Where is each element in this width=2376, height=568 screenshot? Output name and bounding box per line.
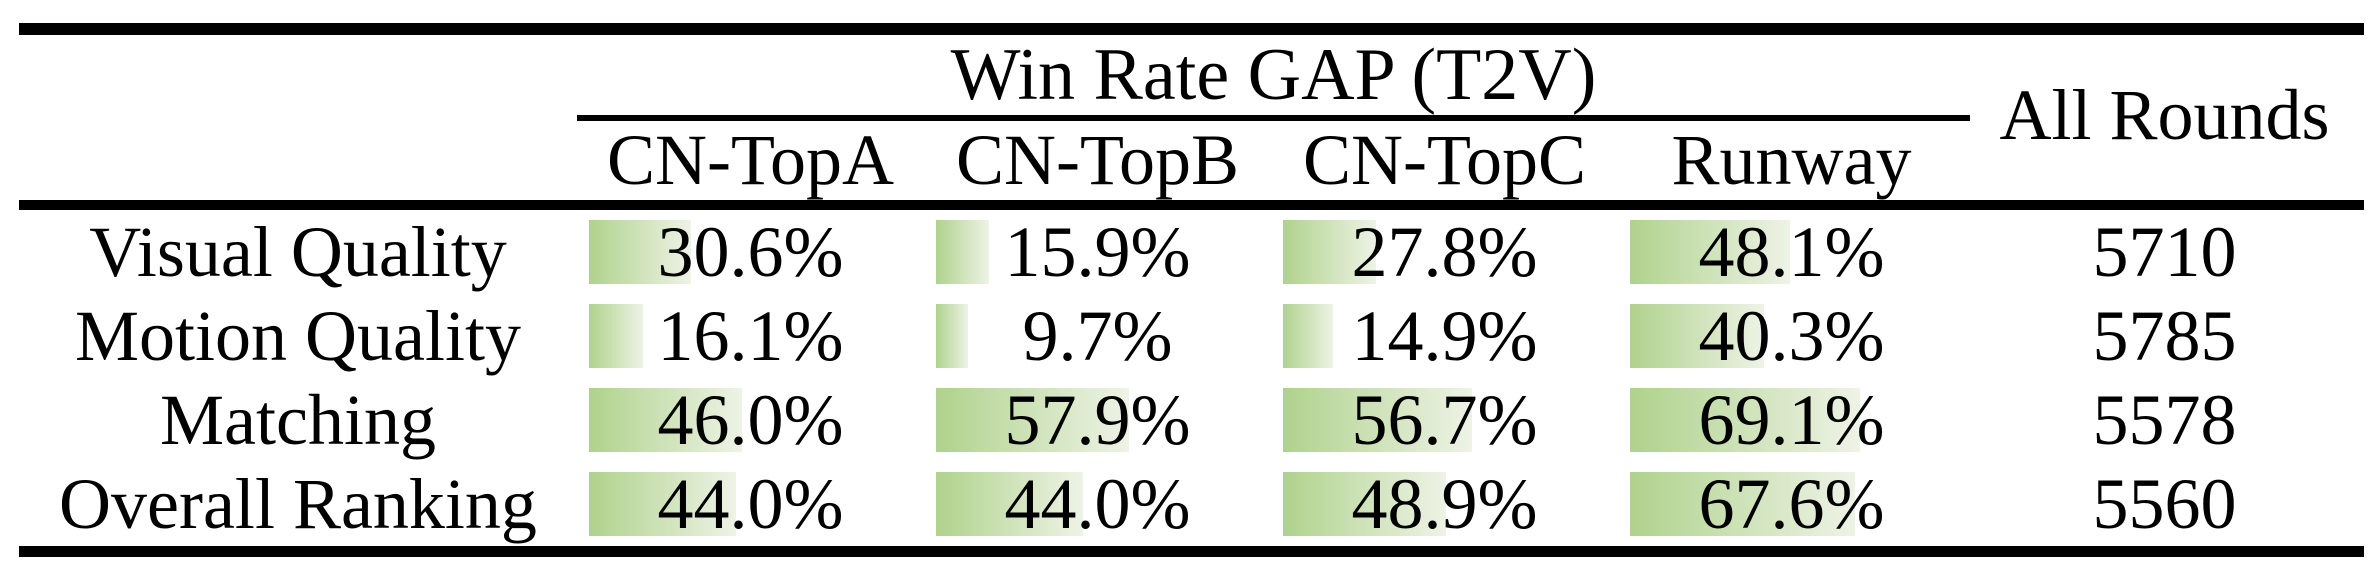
column-header-cn-topc: CN-TopC: [1303, 120, 1586, 200]
data-bar: [936, 472, 1083, 536]
group-header-win-rate-gap: Win Rate GAP (T2V): [950, 33, 1597, 116]
value-cell: 15.9%: [924, 210, 1271, 294]
data-bar: [1630, 304, 1765, 368]
value-text: 48.9%: [1351, 463, 1538, 544]
column-headers: CN-TopA CN-TopB CN-TopC Runway: [577, 120, 1965, 200]
header-body-rule: [19, 200, 2364, 210]
value-text: 30.6%: [657, 211, 844, 292]
column-header-runway: Runway: [1671, 120, 1912, 200]
value-cell: 40.3%: [1618, 294, 1965, 378]
value-text: 69.1%: [1698, 379, 1885, 460]
row-label: Visual Quality: [89, 211, 507, 292]
table-row-visual-quality: Visual Quality 30.6% 15.9% 27.8% 48.1%: [19, 210, 2364, 294]
group-header-underline-rule: [577, 115, 1970, 121]
data-bar: [1630, 388, 1861, 452]
bottom-rule: [19, 546, 2364, 557]
data-bar: [589, 220, 691, 284]
value-cell: 16.1%: [577, 294, 924, 378]
value-text: 67.6%: [1698, 463, 1885, 544]
column-header-cn-topa: CN-TopA: [607, 120, 894, 200]
value-text: 16.1%: [657, 295, 844, 376]
data-bar: [1283, 472, 1446, 536]
table-header: Win Rate GAP (T2V) CN-TopA CN-TopB CN-To…: [19, 33, 2364, 200]
top-rule: [19, 23, 2364, 35]
table-row-matching: Matching 46.0% 57.9% 56.7% 69.1% 557: [19, 378, 2364, 462]
data-bar: [589, 472, 736, 536]
value-cell: 67.6%: [1618, 462, 1965, 546]
all-rounds-value: 5785: [2092, 295, 2237, 376]
value-cell: 48.1%: [1618, 210, 1965, 294]
data-bar: [1283, 220, 1376, 284]
column-header-all-rounds: All Rounds: [1999, 74, 2330, 155]
value-text: 56.7%: [1351, 379, 1538, 460]
value-text: 14.9%: [1351, 295, 1538, 376]
data-bar: [936, 304, 969, 368]
value-text: 48.1%: [1698, 211, 1885, 292]
all-rounds-value: 5578: [2092, 379, 2237, 460]
table-row-overall-ranking: Overall Ranking 44.0% 44.0% 48.9% 67.6%: [19, 462, 2364, 546]
value-text: 40.3%: [1698, 295, 1885, 376]
data-bar: [1630, 220, 1791, 284]
data-bar: [1283, 304, 1333, 368]
value-text: 57.9%: [1004, 379, 1191, 460]
value-text: 44.0%: [657, 463, 844, 544]
all-rounds-value: 5710: [2092, 211, 2237, 292]
data-bar: [936, 220, 989, 284]
row-label: Motion Quality: [75, 295, 521, 376]
value-cell: 30.6%: [577, 210, 924, 294]
table-row-motion-quality: Motion Quality 16.1% 9.7% 14.9% 40.3%: [19, 294, 2364, 378]
value-cell: 69.1%: [1618, 378, 1965, 462]
data-bar: [589, 388, 743, 452]
all-rounds-value: 5560: [2092, 463, 2237, 544]
value-text: 9.7%: [1022, 295, 1173, 376]
value-cell: 14.9%: [1271, 294, 1618, 378]
value-cell: 57.9%: [924, 378, 1271, 462]
value-cell: 46.0%: [577, 378, 924, 462]
data-bar: [1283, 388, 1472, 452]
data-bar: [589, 304, 643, 368]
value-cell: 44.0%: [924, 462, 1271, 546]
value-cell: 9.7%: [924, 294, 1271, 378]
column-header-cn-topb: CN-TopB: [956, 120, 1239, 200]
value-text: 44.0%: [1004, 463, 1191, 544]
value-cell: 48.9%: [1271, 462, 1618, 546]
win-rate-table: Win Rate GAP (T2V) CN-TopA CN-TopB CN-To…: [19, 23, 2364, 557]
table-body: Visual Quality 30.6% 15.9% 27.8% 48.1%: [19, 210, 2364, 546]
data-bar: [1630, 472, 1856, 536]
data-bar: [936, 388, 1129, 452]
row-label: Matching: [160, 379, 436, 460]
value-text: 15.9%: [1004, 211, 1191, 292]
value-cell: 44.0%: [577, 462, 924, 546]
value-text: 46.0%: [657, 379, 844, 460]
value-text: 27.8%: [1351, 211, 1538, 292]
value-cell: 56.7%: [1271, 378, 1618, 462]
value-cell: 27.8%: [1271, 210, 1618, 294]
row-label: Overall Ranking: [59, 463, 537, 544]
